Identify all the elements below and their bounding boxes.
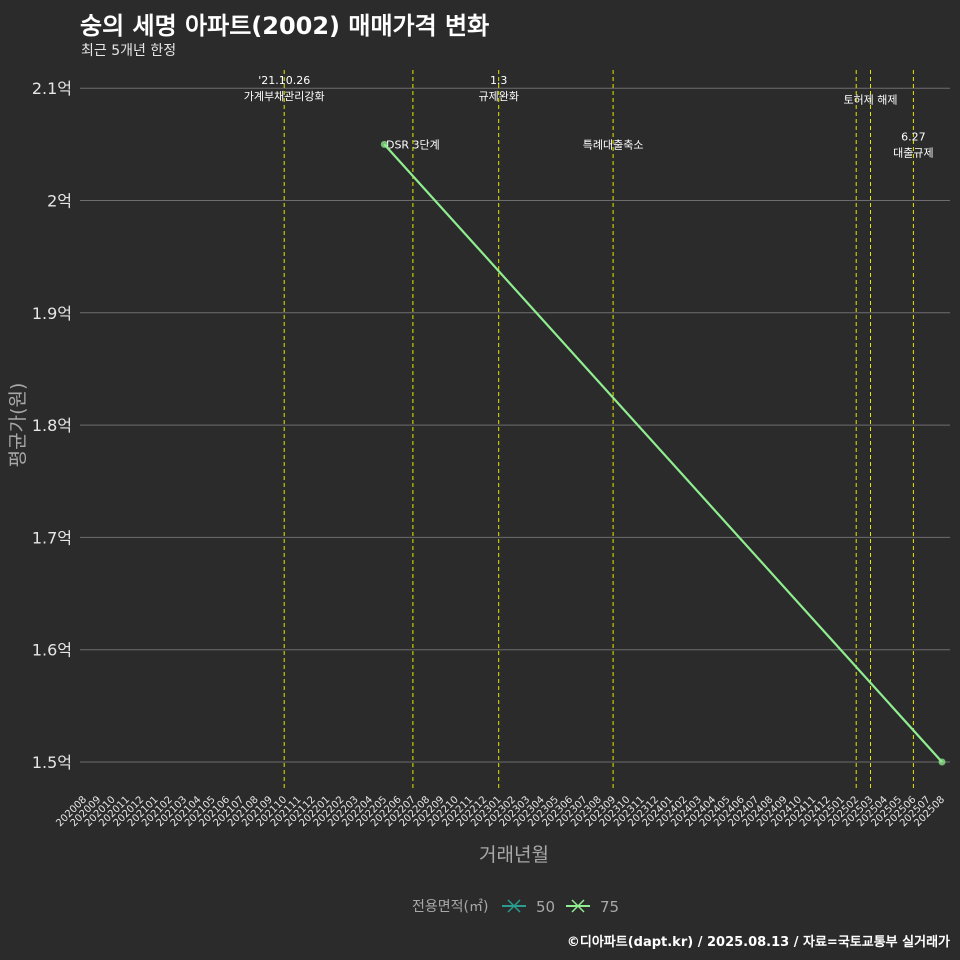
y-tick-label: 1.7억 — [32, 528, 72, 547]
event-label: 1.3 — [490, 74, 508, 87]
series-line-75 — [383, 143, 943, 763]
y-tick-label: 1.9억 — [32, 304, 72, 323]
event-label: 특례대출축소 — [583, 138, 644, 151]
caption: ©디아파트(dapt.kr) / 2025.08.13 / 자료=국토교통부 실… — [566, 935, 950, 950]
y-tick-label: 2.1억 — [32, 79, 72, 98]
chart-subtitle: 최근 5개년 한정 — [81, 43, 177, 59]
y-tick-label: 1.8억 — [32, 416, 72, 435]
event-label: 대출규제 — [893, 146, 933, 159]
event-label: DSR 3단계 — [386, 138, 440, 151]
y-tick-label: 2억 — [47, 192, 72, 211]
legend-key-cross — [571, 899, 585, 913]
y-axis-label: 평균가(원) — [7, 383, 29, 468]
event-label: 토허제 해제 — [843, 92, 897, 106]
event-label: 6.27 — [901, 130, 926, 143]
legend-label: 75 — [600, 898, 619, 916]
chart-title: 숭의 세명 아파트(2002) 매매가격 변화 — [80, 12, 490, 40]
event-label: 가계부채관리강화 — [244, 90, 325, 103]
legend: 전용면적(㎡) 50 75 — [412, 898, 619, 916]
y-tick-label: 1.5억 — [32, 753, 72, 772]
event-label: 규제완화 — [478, 90, 518, 103]
y-tick-label: 1.6억 — [32, 641, 72, 660]
x-axis-label: 거래년월 — [479, 844, 549, 866]
data-point — [938, 758, 946, 766]
data-point — [380, 140, 388, 148]
event-label: '21.10.26 — [258, 74, 310, 87]
legend-key-cross — [507, 899, 521, 913]
legend-title: 전용면적(㎡) — [412, 899, 488, 915]
legend-label: 50 — [536, 898, 555, 916]
